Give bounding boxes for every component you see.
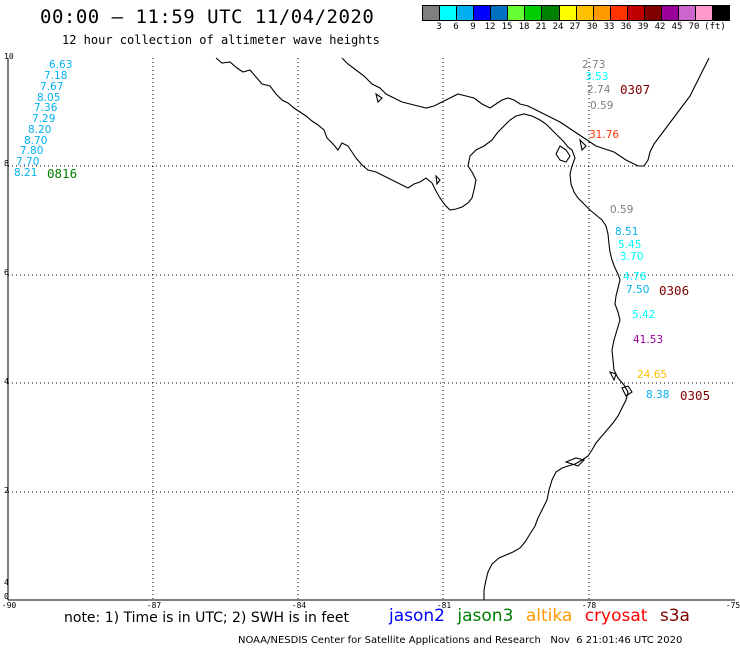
swh-value: 8.21	[14, 167, 38, 179]
lat-tick-label: 8	[4, 159, 9, 168]
swh-value: 3.70	[620, 251, 644, 263]
scale-swatch	[474, 6, 492, 20]
scale-swatch	[661, 6, 679, 20]
scale-label: 21	[535, 22, 547, 32]
scale-label: 18	[518, 22, 530, 32]
swh-value: 6.63	[49, 59, 73, 71]
scale-label: 33	[603, 22, 615, 32]
pass-time-label: 0816	[47, 166, 78, 181]
scale-swatch	[491, 6, 509, 20]
swh-value: 0.59	[610, 204, 634, 216]
swh-value: 5.42	[632, 309, 656, 321]
satellite-legend: jason2 jason3 altika cryosat s3a	[389, 606, 697, 626]
color-scale-labels: 3 6 9 12 15 18 21 24 27 30 33 36 39 42 45 70 (ft)	[422, 22, 740, 34]
lat-tick-label: 0	[4, 592, 9, 601]
lon-tick-label: -90	[1, 601, 17, 610]
swh-value: 31.76	[589, 129, 620, 141]
scale-label: 3	[436, 22, 442, 32]
scale-label: 70	[688, 22, 700, 32]
legend-cryosat: cryosat	[584, 606, 648, 626]
scale-label: 12	[484, 22, 496, 32]
legend-altika: altika	[525, 606, 573, 626]
swh-value: 3.53	[585, 71, 609, 83]
legend-jason2: jason2	[389, 606, 445, 626]
swh-value: 8.70	[24, 135, 48, 147]
swh-value: 24.65	[637, 369, 668, 381]
swh-value: 7.67	[40, 81, 64, 93]
legend-s3a: s3a	[659, 606, 690, 626]
swh-value: 7.36	[34, 102, 58, 114]
scale-swatch	[559, 6, 577, 20]
legend-jason3: jason3	[457, 606, 514, 626]
scale-swatch	[525, 6, 543, 20]
swh-value: 4.76	[623, 271, 647, 283]
lat-tick-label: 2	[4, 486, 9, 495]
coastline	[215, 57, 710, 600]
pass-time-label: 0306	[659, 283, 690, 298]
swh-value: 0.59	[590, 100, 614, 112]
scale-label: 27	[569, 22, 581, 32]
swh-value: 8.51	[615, 226, 639, 238]
map-title: 00:00 – 11:59 UTC 11/04/2020	[40, 6, 375, 28]
scale-swatch	[678, 6, 696, 20]
map-frame	[7, 58, 735, 601]
swh-value: 7.80	[20, 145, 44, 157]
scale-swatch	[508, 6, 526, 20]
lat-tick-label: 4	[4, 578, 9, 587]
swh-value: 8.20	[28, 124, 52, 136]
scale-label: (ft)	[704, 22, 726, 32]
scale-swatch	[593, 6, 611, 20]
scale-swatch	[576, 6, 594, 20]
scale-swatch	[440, 6, 458, 20]
scale-swatch	[713, 6, 730, 20]
scale-swatch	[542, 6, 560, 20]
map-subtitle: 12 hour collection of altimeter wave hei…	[62, 33, 380, 47]
lat-tick-label: 10	[4, 52, 14, 61]
swh-value: 2.74	[587, 84, 611, 96]
swh-value: 7.29	[32, 113, 56, 125]
lat-tick-label: 6	[4, 268, 9, 277]
scale-label: 36	[620, 22, 632, 32]
pass-time-label: 0305	[680, 388, 711, 403]
lon-tick-label: -75	[725, 601, 740, 610]
lon-tick-label: -81	[436, 601, 452, 610]
swh-value: 7.70	[16, 156, 40, 168]
scale-label: 9	[470, 22, 476, 32]
swh-value: 2.73	[582, 59, 606, 71]
swh-value: 41.53	[633, 334, 664, 346]
lon-tick-label: -87	[146, 601, 162, 610]
swh-value: 8.05	[37, 92, 61, 104]
scale-label: 45	[671, 22, 683, 32]
swh-value: 7.50	[626, 284, 650, 296]
swh-value: 8.38	[646, 389, 670, 401]
lon-tick-label: -84	[291, 601, 307, 610]
scale-swatch	[457, 6, 475, 20]
pass-time-label: 0307	[620, 82, 651, 97]
footnote: note: 1) Time is in UTC; 2) SWH is in fe…	[64, 610, 350, 626]
lat-lon-grid	[8, 58, 735, 600]
scale-label: 30	[586, 22, 598, 32]
scale-swatch	[696, 6, 714, 20]
lon-tick-label: -78	[581, 601, 597, 610]
credit-line: NOAA/NESDIS Center for Satellite Applica…	[238, 635, 683, 646]
scale-swatch	[610, 6, 628, 20]
scale-label: 24	[552, 22, 564, 32]
scale-label: 42	[654, 22, 666, 32]
scale-swatch	[627, 6, 645, 20]
scale-swatch	[423, 6, 441, 20]
scale-label: 6	[453, 22, 459, 32]
scale-swatch	[644, 6, 662, 20]
wave-height-color-scale	[422, 5, 730, 21]
lat-tick-label: 4	[4, 377, 9, 386]
swh-value: 5.45	[618, 239, 642, 251]
scale-label: 39	[637, 22, 649, 32]
scale-label: 15	[501, 22, 513, 32]
swh-value: 7.18	[44, 70, 68, 82]
